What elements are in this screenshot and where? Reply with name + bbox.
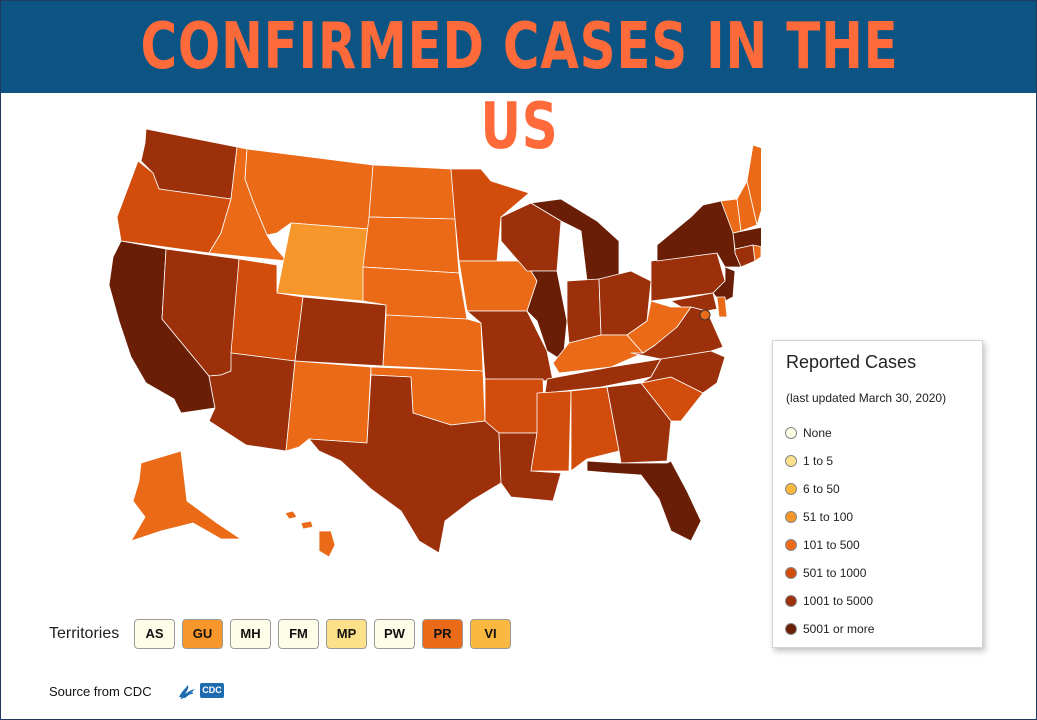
legend-item-label: 51 to 100 bbox=[803, 509, 854, 524]
state-tx[interactable] bbox=[308, 374, 502, 554]
legend-swatch bbox=[785, 566, 797, 579]
state-ms[interactable] bbox=[530, 390, 572, 472]
legend-item-label: 101 to 500 bbox=[803, 537, 860, 552]
header-banner: CONFIRMED CASES IN THE US bbox=[1, 1, 1036, 164]
territory-vi[interactable]: VI bbox=[470, 619, 511, 649]
state-ks[interactable] bbox=[382, 314, 484, 372]
state-co[interactable] bbox=[294, 296, 387, 367]
legend-swatch bbox=[785, 594, 797, 607]
legend-title: Reported Cases bbox=[786, 352, 917, 372]
legend-item-label: 501 to 1000 bbox=[803, 565, 867, 580]
state-me[interactable] bbox=[746, 144, 761, 226]
legend-item: 1 to 5 bbox=[785, 453, 833, 469]
state-hi[interactable] bbox=[284, 510, 336, 558]
state-wv[interactable] bbox=[626, 300, 692, 354]
territory-mh[interactable]: MH bbox=[230, 619, 271, 649]
legend-item: None bbox=[785, 425, 832, 441]
state-de[interactable] bbox=[716, 296, 728, 318]
state-ak[interactable] bbox=[130, 450, 242, 542]
state-in[interactable] bbox=[566, 278, 602, 344]
state-ma[interactable] bbox=[732, 226, 761, 250]
state-ar[interactable] bbox=[484, 378, 546, 434]
territory-pr[interactable]: PR bbox=[422, 619, 463, 649]
legend-item-label: 1001 to 5000 bbox=[803, 593, 874, 608]
page-title: CONFIRMED CASES IN THE US bbox=[140, 10, 899, 164]
state-sd[interactable] bbox=[362, 216, 460, 274]
legend-item-label: 6 to 50 bbox=[803, 481, 840, 496]
territories-label: Territories bbox=[49, 625, 120, 642]
legend-item-label: None bbox=[803, 425, 832, 440]
legend-item: 6 to 50 bbox=[785, 481, 840, 497]
state-il[interactable] bbox=[526, 270, 568, 362]
state-wy[interactable] bbox=[276, 222, 370, 302]
legend-panel: Reported Cases (last updated March 30, 2… bbox=[772, 340, 983, 648]
legend-item-label: 1 to 5 bbox=[803, 453, 834, 468]
territory-fm[interactable]: FM bbox=[278, 619, 319, 649]
legend-swatch bbox=[785, 622, 797, 635]
cdc-logo: CDC bbox=[200, 683, 224, 698]
territory-gu[interactable]: GU bbox=[182, 619, 223, 649]
legend-swatch bbox=[785, 538, 797, 551]
territory-as[interactable]: AS bbox=[134, 619, 175, 649]
legend-swatch bbox=[785, 454, 797, 467]
territory-mp[interactable]: MP bbox=[326, 619, 367, 649]
hhs-eagle-icon bbox=[179, 685, 195, 700]
legend-item: 51 to 100 bbox=[785, 509, 853, 525]
legend-item: 5001 or more bbox=[785, 621, 874, 637]
legend-swatch bbox=[785, 510, 797, 523]
territory-pw[interactable]: PW bbox=[374, 619, 415, 649]
us-map bbox=[108, 128, 761, 558]
state-dc[interactable] bbox=[699, 309, 711, 321]
state-nd[interactable] bbox=[368, 164, 456, 220]
legend-item: 501 to 1000 bbox=[785, 565, 866, 581]
legend-item: 101 to 500 bbox=[785, 537, 860, 553]
legend-subtitle: (last updated March 30, 2020) bbox=[786, 391, 947, 405]
legend-swatch bbox=[785, 426, 797, 439]
legend-swatch bbox=[785, 482, 797, 495]
state-al[interactable] bbox=[570, 386, 620, 472]
state-fl[interactable] bbox=[586, 460, 702, 542]
source-credit: Source from CDC bbox=[49, 684, 152, 699]
state-nm[interactable] bbox=[285, 360, 372, 452]
state-mt[interactable] bbox=[244, 148, 374, 236]
legend-item: 1001 to 5000 bbox=[785, 593, 873, 609]
legend-item-label: 5001 or more bbox=[803, 621, 875, 636]
